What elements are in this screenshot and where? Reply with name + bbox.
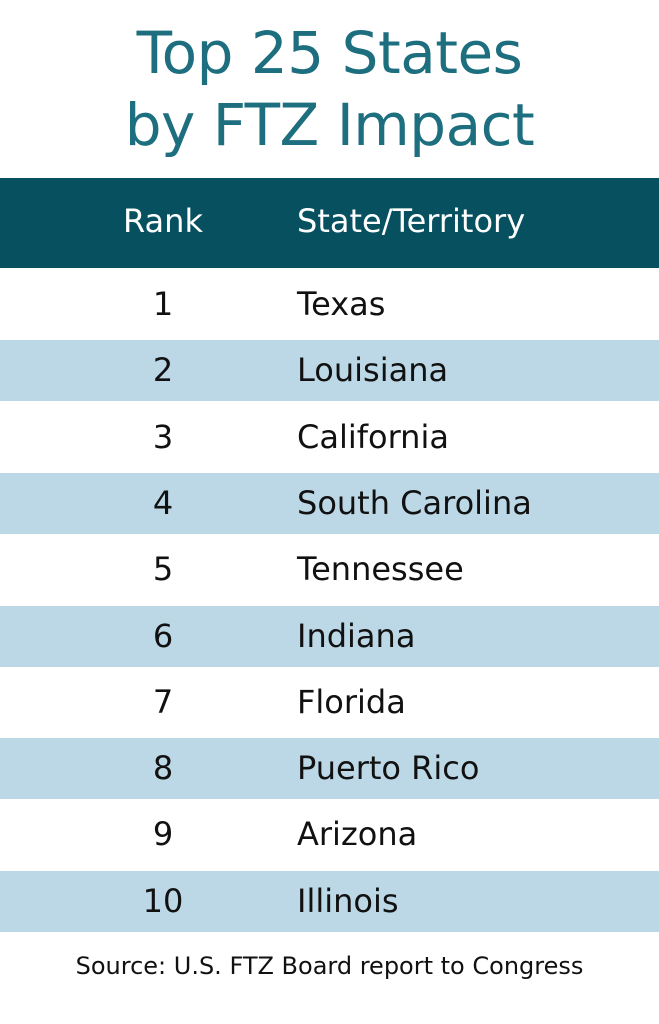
table-row: 8 Puerto Rico (0, 738, 659, 800)
state-cell: Tennessee (297, 550, 464, 589)
state-cell: Puerto Rico (297, 749, 480, 788)
title-line: by FTZ Impact (124, 91, 535, 159)
rank-cell: 2 (152, 351, 174, 390)
rank-cell: 8 (152, 749, 174, 788)
table-row: 3 California (0, 407, 659, 468)
table-row: 4 South Carolina (0, 472, 659, 534)
rank-cell: 1 (152, 285, 174, 323)
title-line: Top 25 States (136, 19, 523, 87)
rank-cell: 10 (142, 881, 184, 920)
table-row: 7 Florida (0, 672, 659, 733)
rank-cell: 7 (152, 682, 174, 721)
table-row: 1 Texas (0, 274, 659, 335)
state-cell: Louisiana (297, 351, 449, 390)
state-cell: California (297, 417, 449, 456)
state-cell: South Carolina (297, 483, 532, 522)
state-cell: Illinois (297, 881, 399, 920)
state-cell: Texas (297, 285, 386, 323)
source-note: Source: U.S. FTZ Board report to Congres… (75, 952, 584, 980)
column-header: Rank (123, 202, 203, 240)
rank-cell: 5 (152, 550, 174, 589)
table-row: 5 Tennessee (0, 539, 659, 600)
state-cell: Florida (297, 682, 406, 721)
table-header: Rank State/Territory (0, 178, 659, 268)
rank-cell: 4 (152, 483, 174, 522)
column-header: State/Territory (297, 202, 526, 240)
table-row: 9 Arizona (0, 804, 659, 865)
rank-cell: 3 (152, 417, 174, 456)
rank-cell: 6 (152, 616, 174, 655)
table-row: 10 Illinois (0, 870, 659, 932)
table-row: 6 Indiana (0, 605, 659, 667)
state-cell: Indiana (297, 616, 416, 655)
table-row: 2 Louisiana (0, 340, 659, 402)
rank-cell: 9 (152, 815, 174, 854)
state-cell: Arizona (297, 815, 418, 854)
